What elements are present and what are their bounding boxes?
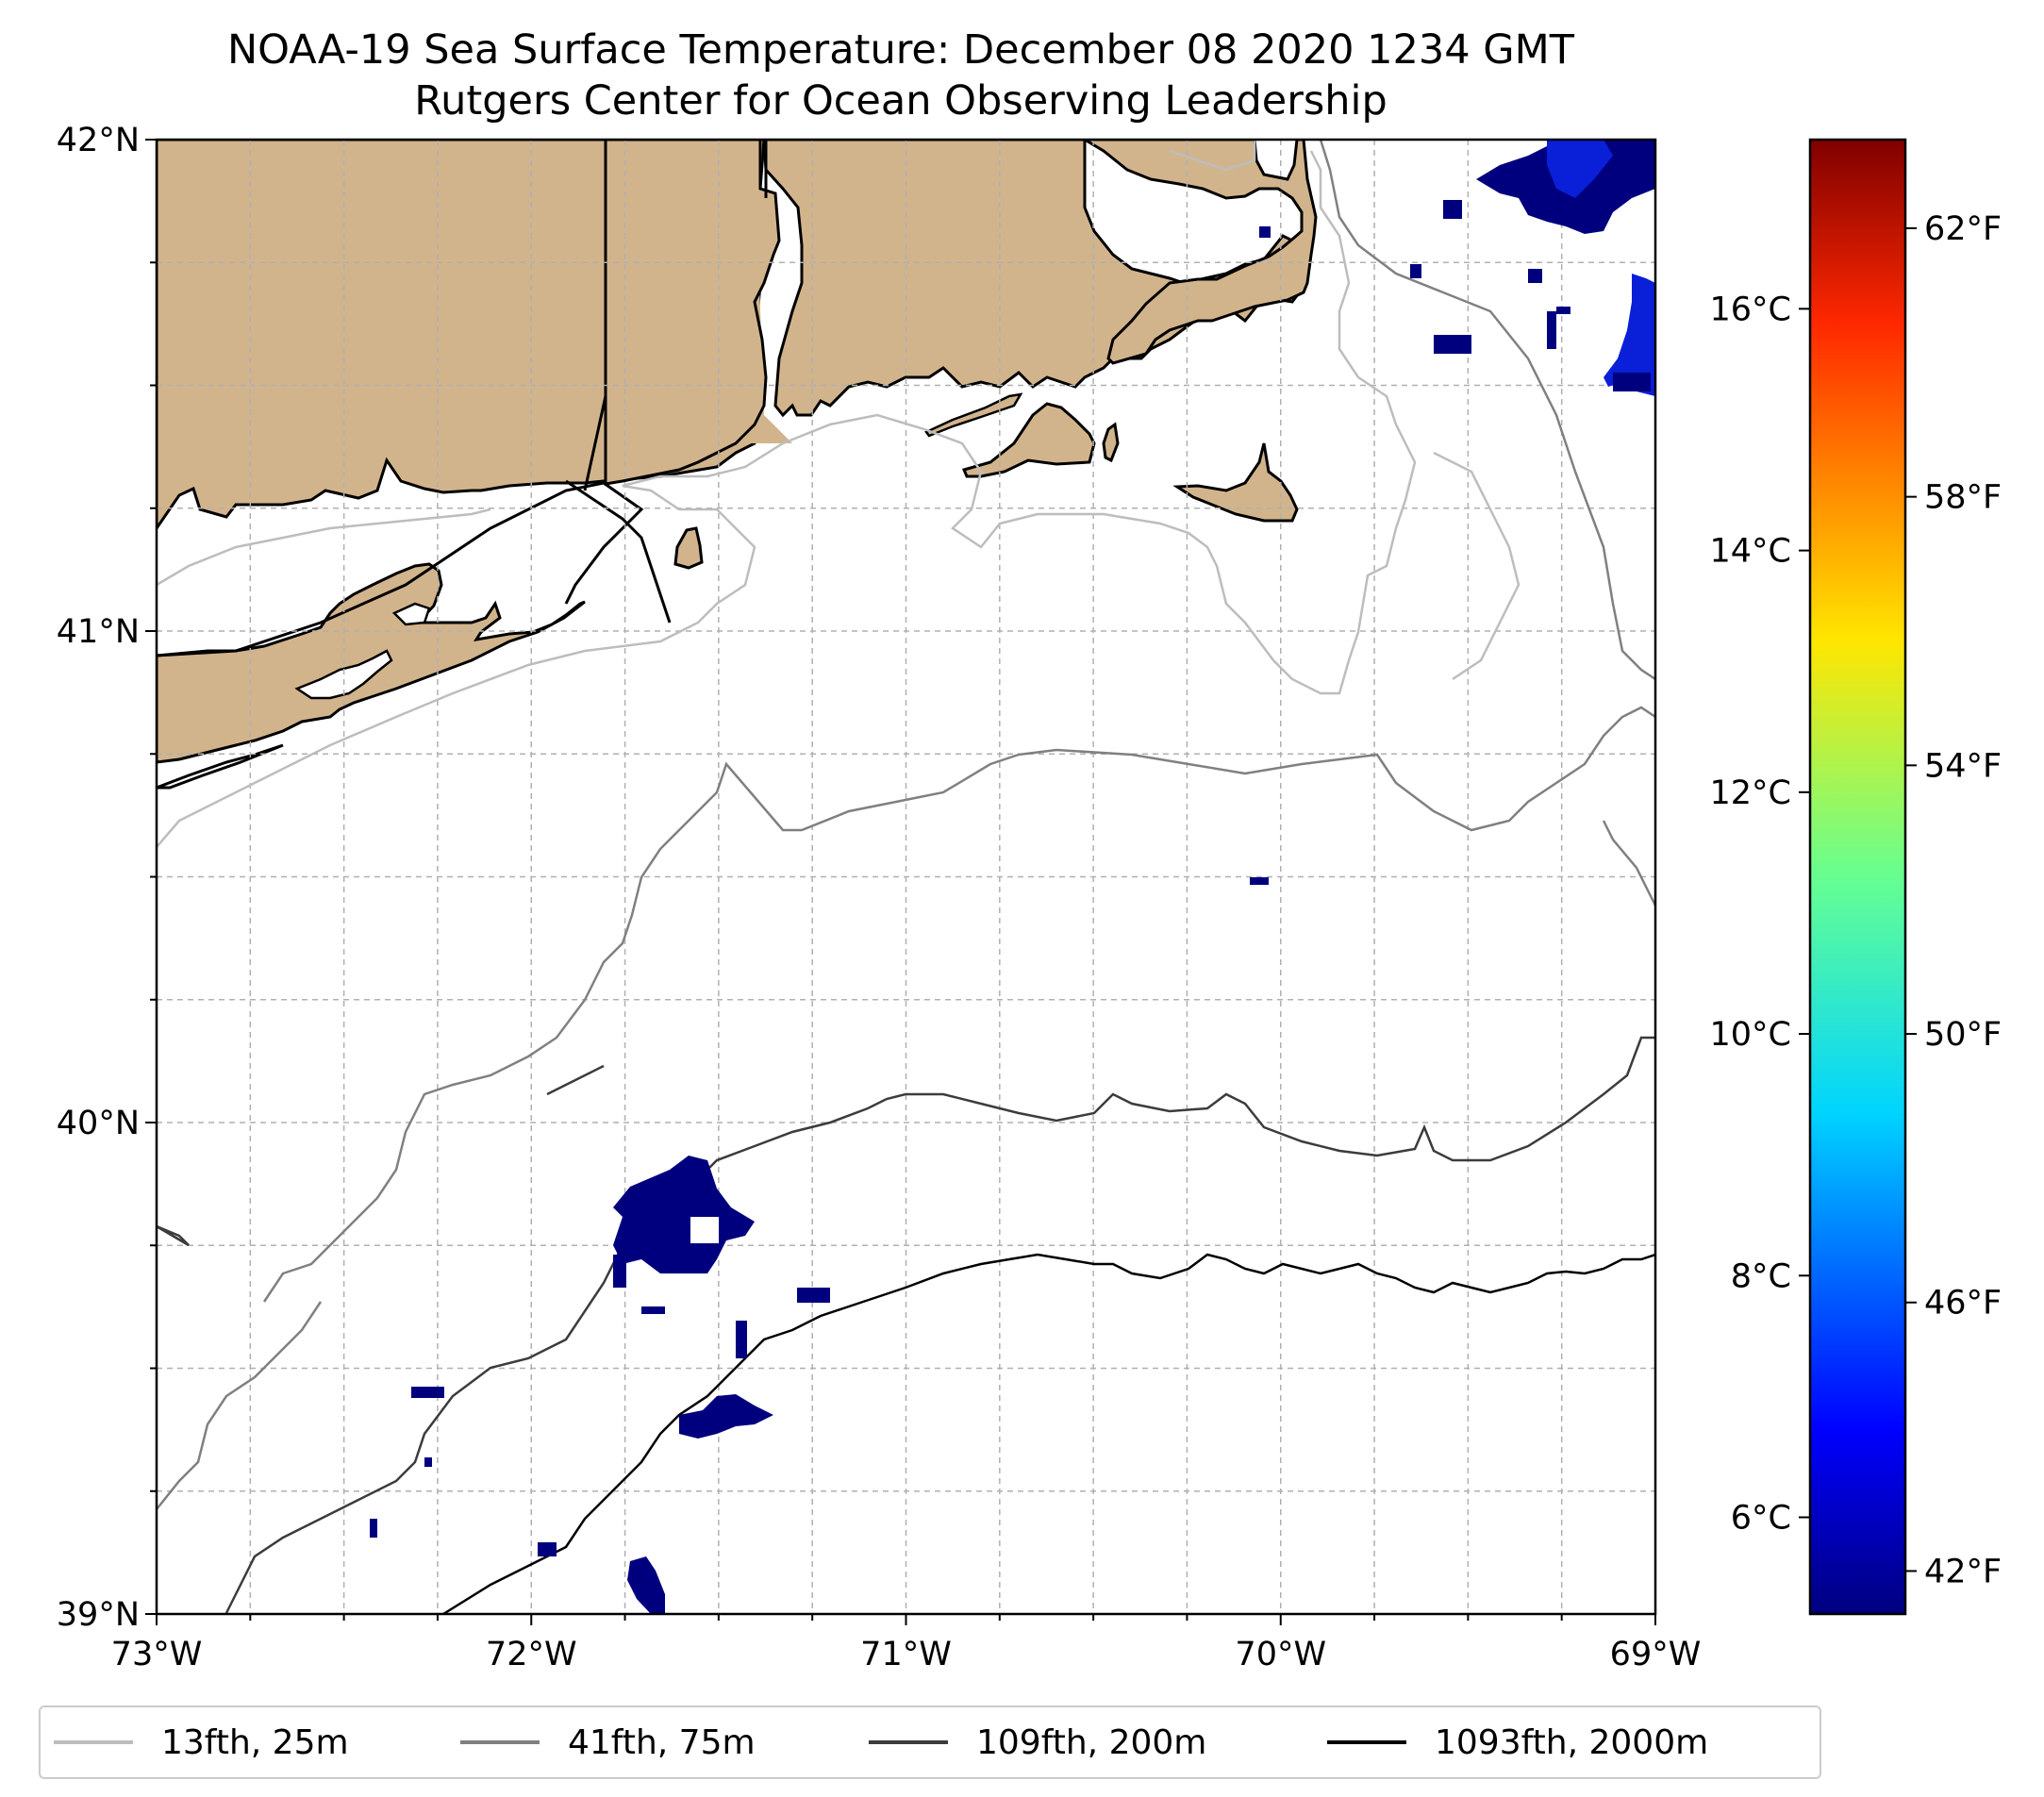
- nantucket: [1172, 442, 1299, 523]
- grid-lines: [157, 140, 1655, 1614]
- sst-speck-7: [370, 1519, 377, 1538]
- sst-patch-ne-blue: [1547, 140, 1613, 198]
- y-tick-label: 41°N: [57, 613, 140, 651]
- isobaths: [157, 140, 1655, 1614]
- sst-speck-15: [1259, 226, 1271, 238]
- colorbar: [1808, 138, 1907, 1616]
- colorbar-celsius-axis: 6°C 8°C 10°C 12°C 14°C 16°C: [1710, 291, 1810, 1538]
- x-tick-label: 69°W: [1610, 1636, 1702, 1673]
- title-line-2: Rutgers Center for Ocean Observing Leade…: [414, 77, 1388, 125]
- fahrenheit-tick-label: 54°F: [1924, 747, 2002, 785]
- legend-swatch: [1327, 1740, 1406, 1744]
- isobath-200m: [157, 1036, 1655, 1614]
- x-tick-label: 71°W: [860, 1636, 952, 1673]
- ct-ri-water-line: [565, 479, 672, 624]
- y-axis: 39°N 40°N 41°N 42°N: [57, 122, 157, 1634]
- fahrenheit-tick-label: 50°F: [1924, 1016, 2002, 1054]
- cape-cod: [1082, 140, 1318, 365]
- sst-speck-10: [1434, 335, 1471, 354]
- sst-patch-e: [1604, 274, 1655, 396]
- isobath-25m: [157, 140, 1521, 848]
- ma-south-coast: [762, 140, 1308, 418]
- legend-swatch: [460, 1740, 540, 1744]
- sst-speck-16: [1556, 307, 1570, 314]
- sst-patch-main: [613, 1156, 755, 1273]
- legend-item: 1093fth, 2000m: [1327, 1707, 1708, 1777]
- sst-speck-6: [424, 1457, 432, 1467]
- land-mass: [157, 140, 1318, 790]
- title-line-1: NOAA-19 Sea Surface Temperature: Decembe…: [227, 26, 1574, 74]
- x-tick-label: 72°W: [486, 1636, 577, 1673]
- shelter-island: [391, 602, 431, 626]
- sst-speck-12: [1410, 264, 1421, 278]
- x-tick-label: 73°W: [111, 1636, 203, 1673]
- sst-patch-south: [679, 1394, 773, 1439]
- fahrenheit-tick-label: 62°F: [1924, 210, 2002, 248]
- fahrenheit-tick-label: 42°F: [1924, 1553, 2002, 1590]
- elizabeth-islands: [924, 392, 1023, 438]
- isobath-legend: 13fth, 25m 41fth, 75m 109fth, 200m 1093fth,…: [39, 1705, 1821, 1779]
- legend-item: 13fth, 25m: [54, 1707, 349, 1777]
- legend-label: 109fth, 200m: [976, 1722, 1207, 1762]
- colorbar-fahrenheit-axis: 42°F 46°F 50°F 54°F 58°F 62°F: [1905, 210, 2002, 1590]
- state-boundaries: [157, 140, 768, 657]
- legend-item: 109fth, 200m: [869, 1707, 1206, 1777]
- x-tick-label: 70°W: [1235, 1636, 1326, 1673]
- isobath-2000m: [442, 1253, 1655, 1614]
- legend-swatch: [869, 1740, 948, 1744]
- sst-speck-11: [1443, 200, 1462, 219]
- sst-patches: [370, 140, 1655, 1614]
- legend-item: 41fth, 75m: [460, 1707, 756, 1777]
- celsius-tick-label: 8°C: [1731, 1257, 1791, 1295]
- marthas-vineyard: [961, 402, 1096, 478]
- y-tick-label: 39°N: [57, 1596, 140, 1634]
- sst-speck-1: [613, 1255, 626, 1288]
- sst-hole: [690, 1217, 719, 1243]
- sst-speck-8: [538, 1542, 557, 1556]
- sst-speck-13: [1528, 269, 1542, 283]
- x-axis: 73°W 72°W 71°W 70°W 69°W: [111, 1614, 1702, 1673]
- celsius-tick-label: 10°C: [1710, 1016, 1791, 1054]
- celsius-tick-label: 12°C: [1710, 774, 1791, 812]
- sst-speck-14: [1547, 311, 1556, 349]
- ny-ct-line: [157, 481, 644, 657]
- fahrenheit-tick-label: 58°F: [1924, 479, 2002, 517]
- sst-patch-e-dark: [1613, 373, 1651, 391]
- fahrenheit-tick-label: 46°F: [1924, 1285, 2002, 1323]
- y-tick-label: 40°N: [57, 1105, 140, 1142]
- sst-speck-2: [641, 1306, 665, 1314]
- legend-label: 13fth, 25m: [161, 1722, 349, 1762]
- legend-label: 1093fth, 2000m: [1435, 1722, 1709, 1762]
- ri-bay-land: [604, 140, 781, 486]
- sst-speck-4: [736, 1321, 747, 1358]
- long-island-barrier: [157, 743, 284, 790]
- celsius-tick-label: 16°C: [1710, 291, 1791, 328]
- sst-speck-5: [411, 1387, 444, 1398]
- celsius-tick-label: 14°C: [1710, 533, 1791, 571]
- sst-speck-3: [797, 1288, 830, 1303]
- ct-ri-border: [583, 140, 607, 491]
- celsius-tick-label: 6°C: [1731, 1500, 1791, 1538]
- y-tick-label: 42°N: [57, 122, 140, 159]
- block-island: [673, 526, 704, 570]
- sst-patch-bottom: [627, 1556, 665, 1614]
- chappaquiddick: [1102, 422, 1120, 463]
- legend-swatch: [54, 1740, 133, 1744]
- sst-speck-9: [1250, 877, 1269, 885]
- legend-label: 41fth, 75m: [568, 1722, 756, 1762]
